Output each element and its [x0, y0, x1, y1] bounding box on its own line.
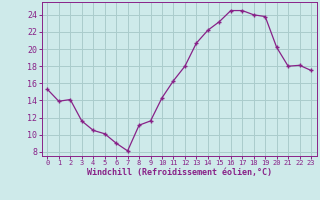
X-axis label: Windchill (Refroidissement éolien,°C): Windchill (Refroidissement éolien,°C) [87, 168, 272, 177]
